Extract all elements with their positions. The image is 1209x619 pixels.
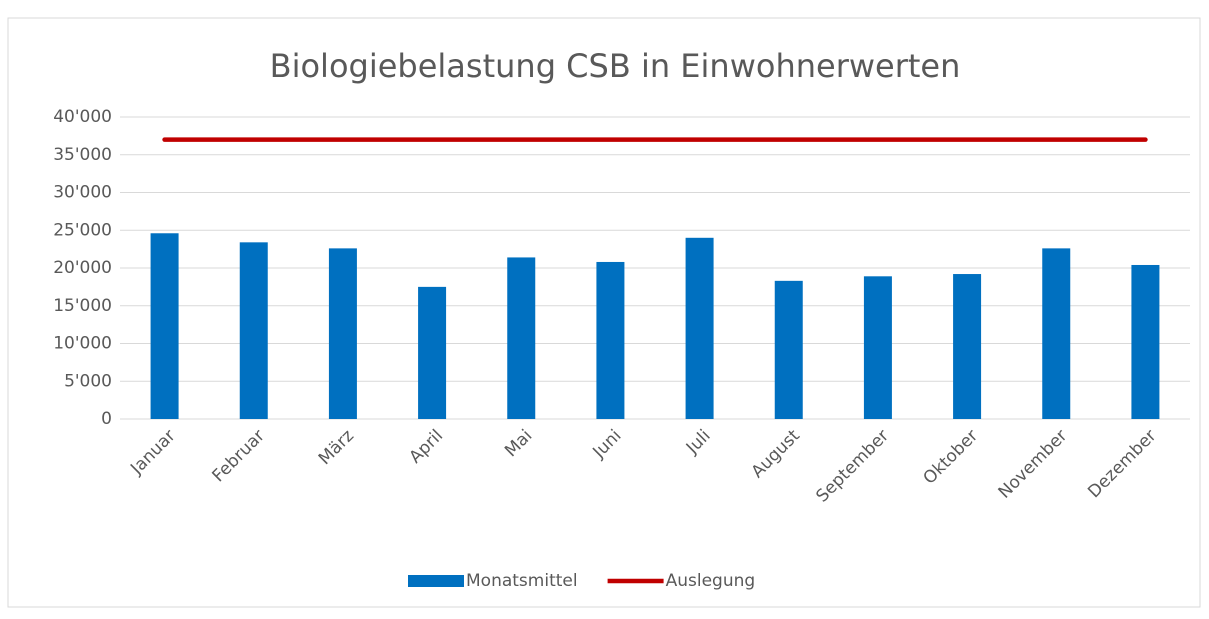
bar <box>1042 248 1071 419</box>
legend-label: Monatsmittel <box>466 571 578 591</box>
y-tick-label: 25'000 <box>53 220 112 240</box>
y-tick-label: 35'000 <box>53 145 112 165</box>
bar <box>507 257 536 419</box>
chart-title: Biologiebelastung CSB in Einwohnerwerten <box>270 47 961 85</box>
y-tick-label: 10'000 <box>53 334 112 354</box>
bar <box>953 274 982 419</box>
bar <box>685 237 714 419</box>
bar <box>239 242 268 419</box>
y-tick-label: 30'000 <box>53 183 112 203</box>
y-tick-label: 0 <box>101 409 112 429</box>
y-tick-label: 40'000 <box>53 107 112 127</box>
legend-swatch <box>408 575 464 587</box>
y-tick-label: 15'000 <box>53 296 112 316</box>
bar <box>1131 264 1160 419</box>
bar <box>774 280 803 419</box>
bar <box>328 248 357 419</box>
bar <box>863 276 892 419</box>
bar <box>150 233 179 419</box>
bar <box>596 261 625 419</box>
y-tick-label: 5'000 <box>64 371 112 391</box>
legend-label: Auslegung <box>666 571 756 591</box>
y-tick-label: 20'000 <box>53 258 112 278</box>
bar <box>418 286 447 419</box>
